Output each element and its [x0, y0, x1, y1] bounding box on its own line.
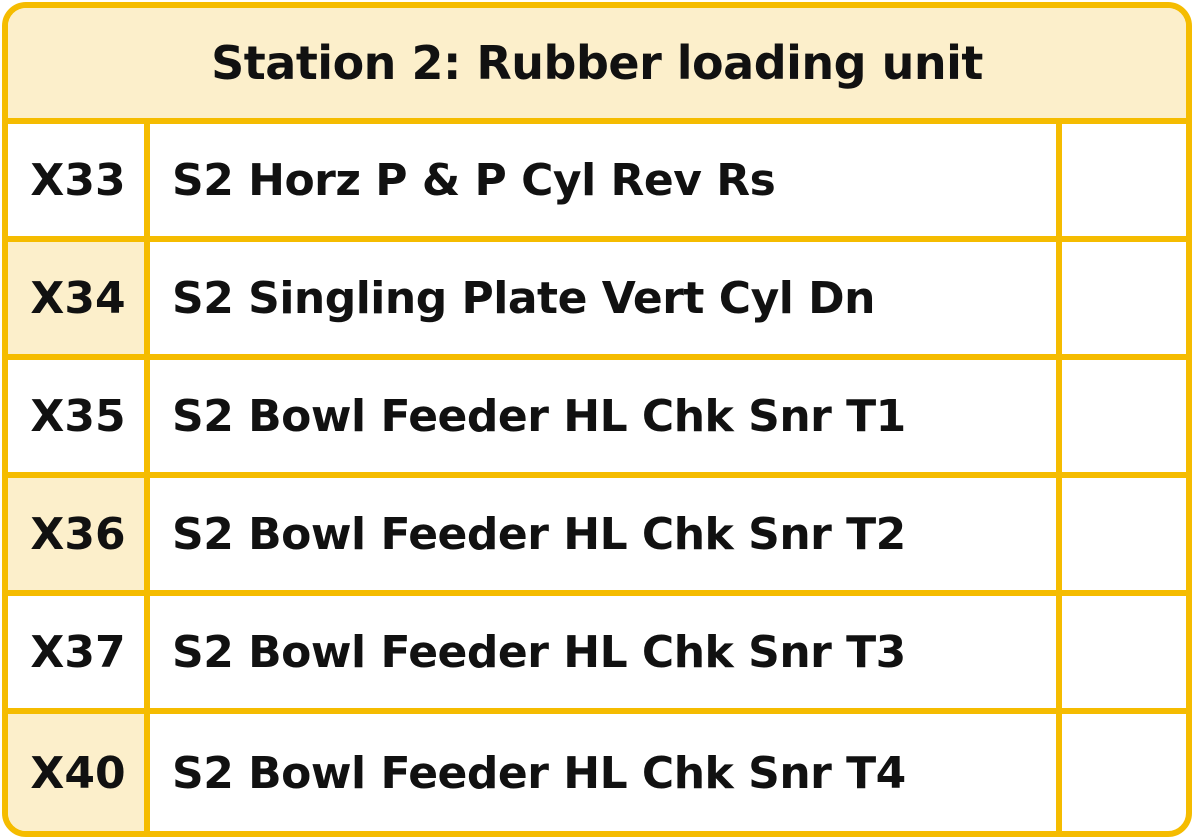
io-description: S2 Bowl Feeder HL Chk Snr T2: [150, 478, 1062, 590]
io-status-indicator: [1062, 596, 1186, 708]
io-status-indicator: [1062, 242, 1186, 354]
io-description: S2 Bowl Feeder HL Chk Snr T4: [150, 714, 1062, 831]
io-row-x40: X40 S2 Bowl Feeder HL Chk Snr T4: [8, 714, 1186, 831]
io-address: X37: [8, 596, 150, 708]
io-address: X36: [8, 478, 150, 590]
io-status-indicator: [1062, 714, 1186, 831]
panel-title: Station 2: Rubber loading unit: [8, 8, 1186, 124]
io-address: X40: [8, 714, 150, 831]
io-status-indicator: [1062, 478, 1186, 590]
io-address: X34: [8, 242, 150, 354]
io-address: X35: [8, 360, 150, 472]
io-row-x35: X35 S2 Bowl Feeder HL Chk Snr T1: [8, 360, 1186, 478]
io-row-x34: X34 S2 Singling Plate Vert Cyl Dn: [8, 242, 1186, 360]
io-description: S2 Bowl Feeder HL Chk Snr T3: [150, 596, 1062, 708]
io-description: S2 Horz P & P Cyl Rev Rs: [150, 124, 1062, 236]
io-description: S2 Bowl Feeder HL Chk Snr T1: [150, 360, 1062, 472]
io-row-x33: X33 S2 Horz P & P Cyl Rev Rs: [8, 124, 1186, 242]
io-address: X33: [8, 124, 150, 236]
io-row-x37: X37 S2 Bowl Feeder HL Chk Snr T3: [8, 596, 1186, 714]
io-row-x36: X36 S2 Bowl Feeder HL Chk Snr T2: [8, 478, 1186, 596]
io-status-indicator: [1062, 124, 1186, 236]
io-status-indicator: [1062, 360, 1186, 472]
io-description: S2 Singling Plate Vert Cyl Dn: [150, 242, 1062, 354]
